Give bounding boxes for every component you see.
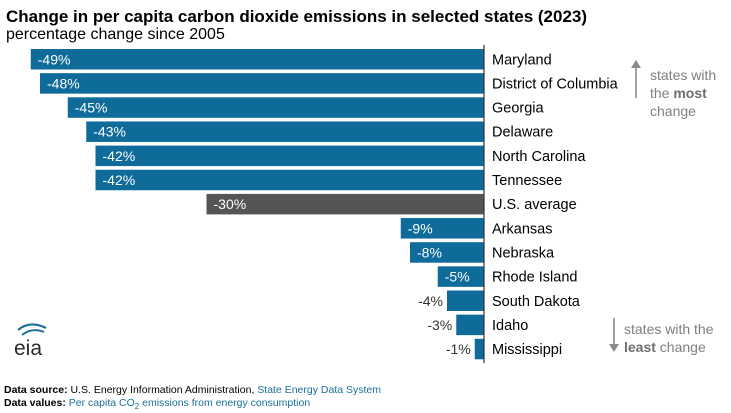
bar-south-dakota xyxy=(447,290,484,311)
arrow-down-head-icon xyxy=(609,344,619,352)
bar-arkansas xyxy=(400,218,484,239)
data-label: -9% xyxy=(408,220,433,236)
data-label: -30% xyxy=(214,196,247,212)
category-label: Nebraska xyxy=(492,245,555,261)
chart-title: Change in per capita carbon dioxide emis… xyxy=(6,7,588,26)
data-label: -5% xyxy=(445,269,470,285)
data-label: -42% xyxy=(103,172,136,188)
footer-source: Data source: U.S. Energy Information Adm… xyxy=(4,384,381,396)
data-label: -48% xyxy=(47,75,80,91)
data-label: -3% xyxy=(427,317,452,333)
values-label: Data values: xyxy=(4,397,66,409)
note-most-line2: the most xyxy=(650,85,707,101)
bar-georgia xyxy=(67,97,484,118)
category-label: South Dakota xyxy=(492,294,581,310)
note-least-line1: states with the xyxy=(624,321,714,337)
footer-values: Data values: Per capita CO2 emissions fr… xyxy=(4,397,310,413)
data-label: -42% xyxy=(103,148,136,164)
note-least-line2: least change xyxy=(624,339,706,355)
data-label: -49% xyxy=(38,51,71,67)
values-text[interactable]: Per capita CO2 emissions from energy con… xyxy=(68,397,311,412)
note-least-change: states with the least change xyxy=(624,320,714,356)
note-most-change: states with the most change xyxy=(650,66,716,120)
bar-maryland xyxy=(30,49,484,70)
category-label: Mississippi xyxy=(492,342,562,358)
bar-delaware xyxy=(86,121,484,142)
chart-subtitle: percentage change since 2005 xyxy=(6,26,225,43)
category-label: Idaho xyxy=(492,318,528,334)
data-label: -8% xyxy=(417,244,442,260)
bar-rhode-island xyxy=(437,266,484,287)
data-label: -43% xyxy=(93,124,126,140)
category-label: Tennessee xyxy=(492,173,562,189)
bar-mississippi xyxy=(474,338,484,360)
category-label: Delaware xyxy=(492,125,553,141)
note-most-line3: change xyxy=(650,103,696,119)
bar-nebraska xyxy=(410,242,484,263)
note-most-line1: states with xyxy=(650,67,717,83)
data-label: -45% xyxy=(75,100,108,116)
bar-idaho xyxy=(456,314,484,336)
category-label: North Carolina xyxy=(492,149,586,165)
bar-tennessee xyxy=(95,169,484,191)
source-link[interactable]: State Energy Data System xyxy=(257,384,382,396)
category-label: Rhode Island xyxy=(492,270,577,286)
bar-north-carolina xyxy=(95,145,484,167)
bar-district-of-columbia xyxy=(40,73,484,94)
data-label: -1% xyxy=(446,341,471,357)
category-label: District of Columbia xyxy=(492,76,619,92)
category-label: U.S. average xyxy=(492,197,577,213)
category-label: Maryland xyxy=(492,52,552,68)
category-label: Georgia xyxy=(492,101,545,117)
bar-u-s-average xyxy=(206,193,484,215)
arrow-up-head-icon xyxy=(631,60,641,68)
source-text: U.S. Energy Information Administration, xyxy=(70,384,258,396)
eia-logo-icon: eia xyxy=(14,323,47,360)
source-label: Data source: xyxy=(4,384,68,396)
category-label: Arkansas xyxy=(492,221,552,237)
data-label: -4% xyxy=(418,293,443,309)
logo-text: eia xyxy=(14,337,42,360)
